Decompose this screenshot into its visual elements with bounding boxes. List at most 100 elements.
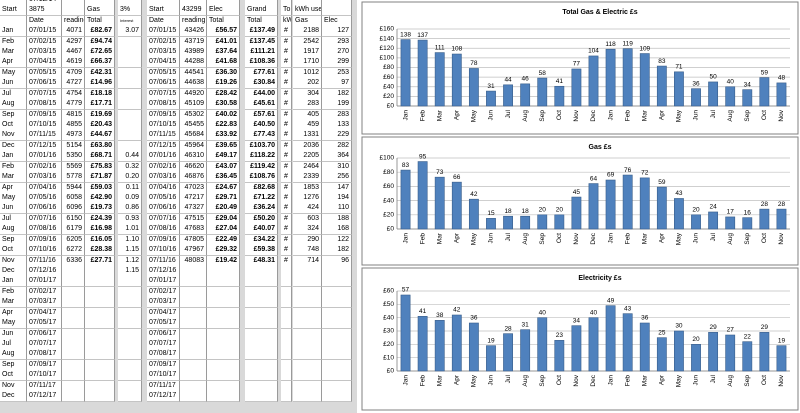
- cell: 07/07/17: [147, 338, 180, 350]
- cell: £19.26: [207, 78, 240, 90]
- cell: 07/06/16: [27, 203, 62, 215]
- bar: [725, 86, 736, 107]
- cell: 2464: [293, 161, 322, 173]
- x-tick-label: May: [471, 109, 478, 122]
- x-tick-label: Apr: [659, 374, 666, 385]
- x-tick-label: Jul: [505, 374, 512, 383]
- cell: 07/12/15: [147, 140, 180, 152]
- data-label: 20: [692, 336, 700, 343]
- cell: 1276: [293, 192, 322, 204]
- y-tick-label: £20: [383, 341, 394, 348]
- cell: £45.61: [245, 99, 278, 111]
- cell: Nov: [0, 380, 27, 392]
- cell: £30.58: [207, 99, 240, 111]
- cell: 44920: [180, 88, 207, 100]
- cell: #: [281, 140, 292, 152]
- cell: Jun: [0, 78, 27, 90]
- cell: [245, 380, 278, 392]
- cell: Grand: [245, 5, 278, 17]
- cell: 07/04/16: [27, 182, 62, 194]
- cell: 1.15: [118, 265, 142, 277]
- bar: [742, 217, 753, 230]
- cell: 6058: [62, 192, 85, 204]
- bar: [400, 294, 411, 372]
- data-label: 108: [451, 46, 462, 53]
- cell: 07/03/17: [147, 297, 180, 309]
- cell: 07/07/17: [27, 338, 62, 350]
- cell: Feb: [0, 36, 27, 48]
- cell: 47515: [180, 213, 207, 225]
- cell: [281, 391, 292, 403]
- cell: 07/12/17: [27, 391, 62, 403]
- x-tick-label: Jun: [693, 233, 700, 244]
- cell: [293, 297, 322, 309]
- x-tick-label: Dec: [590, 374, 597, 386]
- cell: £103.70: [245, 140, 278, 152]
- bar: [417, 316, 428, 372]
- cell: 44638: [180, 78, 207, 90]
- data-label: 20: [556, 207, 564, 214]
- data-label: 16: [744, 209, 752, 216]
- cell: £56.57: [207, 26, 240, 38]
- cell: [180, 380, 207, 392]
- bar: [708, 332, 719, 372]
- cell: £48.31: [245, 255, 278, 267]
- cell: 194: [322, 192, 352, 204]
- bar: [656, 186, 667, 230]
- cell: 48083: [180, 255, 207, 267]
- cell: #: [281, 26, 292, 38]
- cell: [85, 349, 115, 361]
- cell: 45964: [180, 140, 207, 152]
- cell: 256: [322, 172, 352, 184]
- cell: 1710: [293, 57, 322, 69]
- x-tick-label: Mar: [436, 232, 443, 244]
- chart-title: Total Gas & Electric £s: [562, 9, 637, 16]
- cell: 07/01/15: [27, 26, 62, 38]
- x-tick-label: May: [676, 109, 683, 122]
- cell: 07/10/15: [147, 119, 180, 131]
- cell: [281, 359, 292, 371]
- cell: Oct: [0, 119, 27, 131]
- cell: 44541: [180, 67, 207, 79]
- cell: 07/01/17: [147, 276, 180, 288]
- cell: [62, 276, 85, 288]
- cell: £37.64: [207, 46, 240, 58]
- cell: [118, 46, 142, 58]
- cell: #: [281, 213, 292, 225]
- bar: [605, 179, 616, 230]
- data-label: 45: [573, 189, 581, 196]
- cell: [245, 286, 278, 298]
- x-tick-label: Mar: [641, 374, 648, 386]
- cell: 07/03/16: [147, 172, 180, 184]
- x-tick-label: Aug: [522, 110, 529, 122]
- cell: Jun: [0, 328, 27, 340]
- cell: £108.76: [245, 172, 278, 184]
- x-tick-label: Aug: [727, 110, 734, 122]
- cell: £22.49: [207, 234, 240, 246]
- cell: £28.38: [85, 245, 115, 257]
- y-tick-label: £60: [383, 288, 394, 295]
- bar: [588, 317, 599, 372]
- cell: 0.32: [118, 161, 142, 173]
- cell: £94.74: [85, 36, 115, 48]
- cell: Total: [85, 15, 115, 27]
- data-label: 109: [639, 45, 650, 52]
- cell: £36.24: [245, 203, 278, 215]
- bar: [451, 181, 462, 230]
- bar: [571, 196, 582, 230]
- chart-panel: [361, 1, 799, 135]
- cell: [207, 380, 240, 392]
- cell: Jan: [0, 276, 27, 288]
- x-tick-label: Feb: [624, 233, 631, 245]
- data-label: 38: [436, 312, 444, 319]
- cell: 310: [322, 161, 352, 173]
- cell: [180, 349, 207, 361]
- cell: 07/01/16: [147, 151, 180, 163]
- cell: #: [281, 109, 292, 121]
- bar: [520, 329, 531, 372]
- cell: 3875: [27, 5, 62, 17]
- data-label: 18: [522, 208, 530, 215]
- cell: Nov: [0, 255, 27, 267]
- cell: [293, 318, 322, 330]
- cell: 07/05/15: [147, 67, 180, 79]
